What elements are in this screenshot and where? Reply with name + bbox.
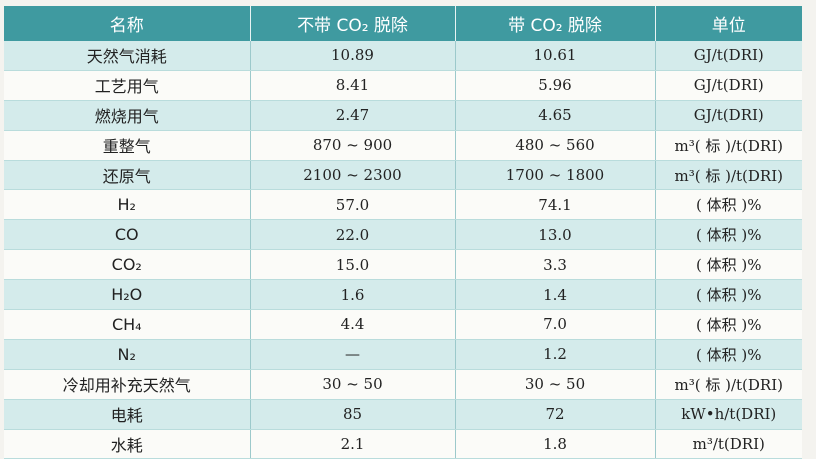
- table-row: 水耗 2.1 1.8 m³/t(DRI): [4, 429, 802, 459]
- cell: 74.1: [455, 189, 656, 221]
- cell: ( 体积 )%: [655, 249, 802, 281]
- cell: 1.6: [250, 279, 456, 311]
- row-label: 重整气: [4, 130, 251, 161]
- table-row: H₂ 57.0 74.1( 体积 )%: [4, 189, 802, 221]
- cell: 2.47: [250, 100, 456, 131]
- row-label: H₂O: [4, 279, 251, 311]
- table-row: CH₄ 4.4 7.0( 体积 )%: [4, 309, 802, 340]
- cell: 1.8: [455, 429, 656, 459]
- header-cell: 带 CO₂ 脱除: [455, 6, 656, 41]
- cell: kW•h/t(DRI): [655, 399, 802, 430]
- table-row: CO 22.0 13.0( 体积 )%: [4, 219, 802, 251]
- row-label: CH₄: [4, 309, 251, 340]
- cell: 57.0: [250, 189, 456, 221]
- table-body: 天然气消耗 10.89 10.61 GJ/t(DRI) 工艺用气 8.41 5.96 GJ/t…: [4, 41, 802, 459]
- cell: 4.4: [250, 309, 456, 340]
- row-label: 天然气消耗: [4, 41, 251, 71]
- cell: 2.1: [250, 429, 456, 459]
- cell: 3.3: [455, 249, 656, 281]
- table-container: 名称 不带 CO₂ 脱除带 CO₂ 脱除 单位 天然气消耗 10.89 10.61 GJ/…: [4, 6, 802, 459]
- row-label: 燃烧用气: [4, 100, 251, 131]
- cell: 5.96: [455, 70, 656, 101]
- cell: 15.0: [250, 249, 456, 281]
- cell: GJ/t(DRI): [655, 70, 802, 101]
- cell: ( 体积 )%: [655, 219, 802, 251]
- cell: m³( 标 )/t(DRI): [655, 369, 802, 400]
- cell: ( 体积 )%: [655, 339, 802, 370]
- page: {"table": { "header": ["名称", "不带 CO₂ 脱除"…: [4, 6, 802, 459]
- cell: 8.41: [250, 70, 456, 101]
- cell: 30 ~ 50: [250, 369, 456, 400]
- cell: 480 ~ 560: [455, 130, 656, 161]
- row-label: 还原气: [4, 160, 251, 191]
- table-row: 电耗 85 72 kW•h/t(DRI): [4, 399, 802, 430]
- cell: 22.0: [250, 219, 456, 251]
- cell: 7.0: [455, 309, 656, 340]
- row-label: CO: [4, 219, 251, 251]
- header-cell: 名称: [4, 6, 251, 41]
- cell: ( 体积 )%: [655, 309, 802, 340]
- row-label: H₂: [4, 189, 251, 221]
- cell: 1.2: [455, 339, 656, 370]
- cell: 10.61: [455, 41, 656, 71]
- cell: ( 体积 )%: [655, 279, 802, 311]
- cell: 2100 ~ 2300: [250, 160, 456, 191]
- table-row: CO₂ 15.0 3.3( 体积 )%: [4, 249, 802, 281]
- cell: 4.65: [455, 100, 656, 131]
- row-label: N₂: [4, 339, 251, 370]
- table-row: 冷却用补充天然气 30 ~ 50 30 ~ 50 m³( 标 )/t(DRI): [4, 369, 802, 400]
- cell: 1.4: [455, 279, 656, 311]
- row-label: 冷却用补充天然气: [4, 369, 251, 400]
- table-row: H₂O 1.6 1.4( 体积 )%: [4, 279, 802, 311]
- cell: GJ/t(DRI): [655, 41, 802, 71]
- table-row: 燃烧用气 2.47 4.65 GJ/t(DRI): [4, 100, 802, 131]
- data-table: 名称 不带 CO₂ 脱除带 CO₂ 脱除 单位 天然气消耗 10.89 10.61 GJ/…: [4, 6, 802, 459]
- cell: —: [250, 339, 456, 370]
- row-label: 电耗: [4, 399, 251, 430]
- cell: ( 体积 )%: [655, 189, 802, 221]
- header-cell: 不带 CO₂ 脱除: [250, 6, 456, 41]
- cell: m³( 标 )/t(DRI): [655, 160, 802, 191]
- cell: 85: [250, 399, 456, 430]
- cell: 1700 ~ 1800: [455, 160, 656, 191]
- cell: GJ/t(DRI): [655, 100, 802, 131]
- row-label: CO₂: [4, 249, 251, 281]
- row-label: 水耗: [4, 429, 251, 459]
- header-row: 名称 不带 CO₂ 脱除带 CO₂ 脱除 单位: [4, 6, 802, 41]
- table-row: N₂ —1.2( 体积 )%: [4, 339, 802, 370]
- table-row: 工艺用气 8.41 5.96 GJ/t(DRI): [4, 70, 802, 101]
- cell: 30 ~ 50: [455, 369, 656, 400]
- table-head: 名称 不带 CO₂ 脱除带 CO₂ 脱除 单位: [4, 6, 802, 41]
- table-row: 天然气消耗 10.89 10.61 GJ/t(DRI): [4, 41, 802, 71]
- cell: m³/t(DRI): [655, 429, 802, 459]
- cell: 72: [455, 399, 656, 430]
- header-cell: 单位: [655, 6, 802, 41]
- cell: 870 ~ 900: [250, 130, 456, 161]
- cell: 10.89: [250, 41, 456, 71]
- table-row: 还原气 2100 ~ 2300 1700 ~ 1800 m³( 标 )/t(DRI): [4, 160, 802, 191]
- row-label: 工艺用气: [4, 70, 251, 101]
- cell: 13.0: [455, 219, 656, 251]
- cell: m³( 标 )/t(DRI): [655, 130, 802, 161]
- table-row: 重整气 870 ~ 900 480 ~ 560 m³( 标 )/t(DRI): [4, 130, 802, 161]
